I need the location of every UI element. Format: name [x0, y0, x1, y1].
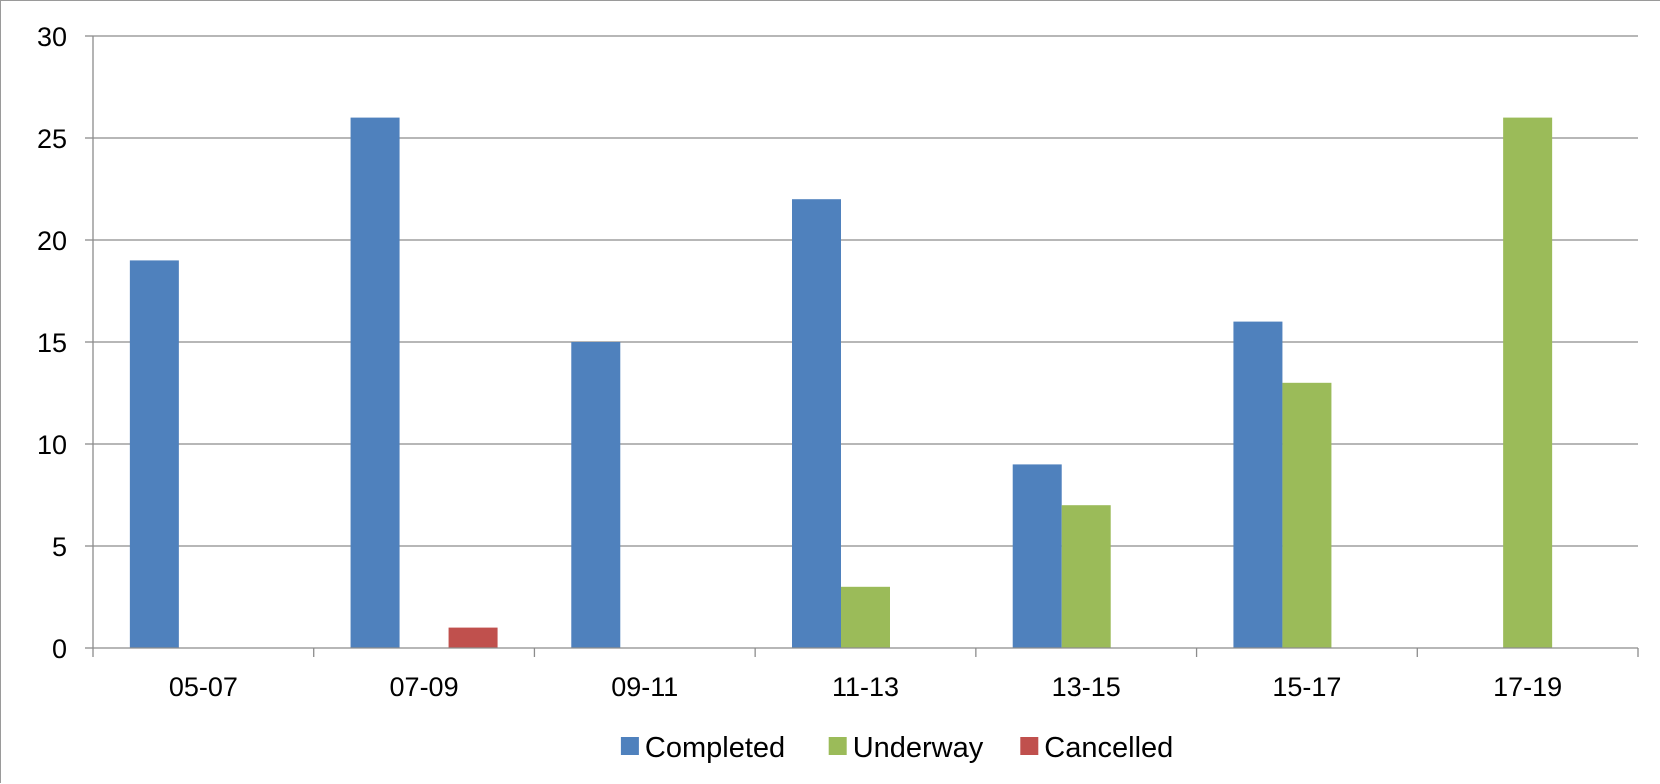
legend-label-underway: Underway: [853, 732, 984, 764]
bar-completed-15-17: [1233, 321, 1283, 648]
bar-cancelled-07-09: [448, 627, 498, 648]
y-tick-label: 25: [37, 124, 67, 154]
legend-swatch-cancelled: [1020, 737, 1039, 755]
bars: [129, 117, 1553, 649]
x-tick-label: 09-11: [611, 672, 678, 702]
bar-completed-09-11: [571, 342, 621, 648]
x-tick-label: 17-19: [1493, 672, 1562, 702]
bar-underway-11-13: [841, 586, 890, 648]
bar-completed-13-15: [1012, 464, 1062, 648]
y-tick-label: 20: [37, 226, 67, 256]
bar-completed-07-09: [350, 117, 400, 649]
legend-swatch-underway: [828, 737, 847, 755]
bar-completed-11-13: [792, 199, 841, 648]
legend-label-cancelled: Cancelled: [1044, 732, 1173, 764]
legend-label-completed: Completed: [645, 732, 785, 764]
gridlines: [93, 35, 1638, 547]
bar-underway-15-17: [1282, 382, 1332, 648]
x-tick-label: 05-07: [169, 672, 238, 702]
y-tick-label: 10: [37, 430, 67, 460]
x-tick-labels: 05-07 07-09 09-11 11-13 13-15 15-17 17-19: [169, 672, 1562, 702]
bar-underway-13-15: [1061, 505, 1111, 648]
axes: [85, 35, 1639, 657]
y-tick-labels: 0 5 10 15 20 25 30: [37, 22, 67, 664]
y-tick-label: 0: [52, 634, 67, 664]
legend: Completed Underway Cancelled: [620, 732, 1173, 764]
legend-swatch-completed: [620, 737, 639, 755]
x-tick-label: 13-15: [1052, 672, 1121, 702]
y-tick-label: 30: [37, 22, 67, 52]
bar-underway-17-19: [1503, 117, 1553, 649]
y-tick-label: 15: [37, 328, 67, 358]
x-tick-label: 15-17: [1272, 672, 1341, 702]
x-tick-label: 07-09: [390, 672, 459, 702]
x-tick-label: 11-13: [832, 672, 899, 702]
y-tick-label: 5: [52, 532, 67, 562]
bar-completed-05-07: [129, 260, 179, 648]
